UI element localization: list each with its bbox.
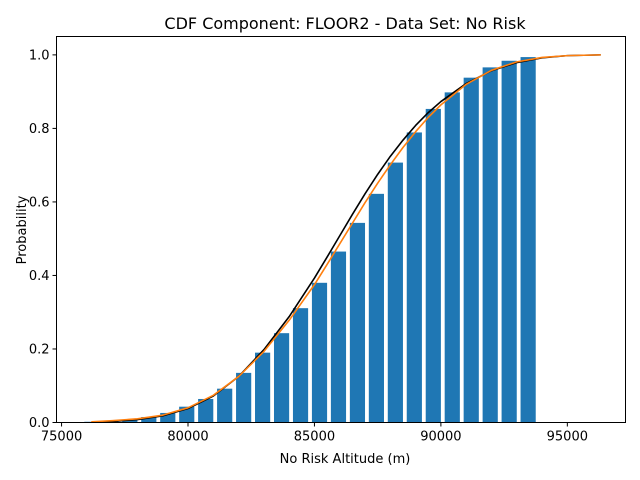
x-tick-label: 80000 — [167, 430, 208, 445]
bar — [236, 372, 252, 423]
lines-layer — [91, 54, 602, 423]
bar — [387, 162, 403, 423]
bar — [273, 333, 290, 423]
y-axis-ticks: 0.0 0.2 0.4 0.6 0.8 1.0 — [29, 48, 57, 431]
bar — [425, 108, 441, 423]
bars-layer — [84, 57, 536, 423]
bar — [122, 419, 138, 423]
bar — [520, 57, 536, 423]
bar — [311, 282, 328, 423]
x-axis-title: No Risk Altitude (m) — [280, 452, 411, 467]
bar — [217, 388, 233, 423]
y-axis-title: Probability — [15, 195, 30, 264]
bar — [444, 92, 460, 423]
series-line-2 — [91, 54, 602, 423]
bar — [141, 416, 157, 423]
y-tick-label: 0.2 — [29, 342, 50, 357]
x-tick-label: 90000 — [420, 430, 461, 445]
bar — [292, 308, 309, 423]
y-tick-label: 0.0 — [29, 416, 50, 431]
chart-title: CDF Component: FLOOR2 - Data Set: No Ris… — [164, 14, 526, 33]
plot-frame — [56, 36, 626, 423]
x-tick-label: 95000 — [547, 430, 588, 445]
bar — [349, 222, 366, 423]
y-tick-label: 0.4 — [29, 269, 50, 284]
bar — [482, 67, 498, 423]
bar — [198, 398, 214, 423]
bar — [255, 352, 271, 423]
y-tick-label: 0.8 — [29, 122, 50, 137]
x-axis-ticks: 75000 80000 85000 90000 95000 — [41, 422, 588, 445]
bar — [463, 77, 479, 423]
bar — [330, 251, 347, 423]
bar — [501, 60, 517, 423]
bar — [406, 132, 422, 423]
bar — [160, 412, 176, 423]
x-tick-label: 75000 — [41, 430, 82, 445]
y-tick-label: 0.6 — [29, 195, 50, 210]
y-tick-label: 1.0 — [29, 48, 50, 63]
bar — [368, 193, 384, 423]
x-tick-label: 85000 — [294, 430, 335, 445]
